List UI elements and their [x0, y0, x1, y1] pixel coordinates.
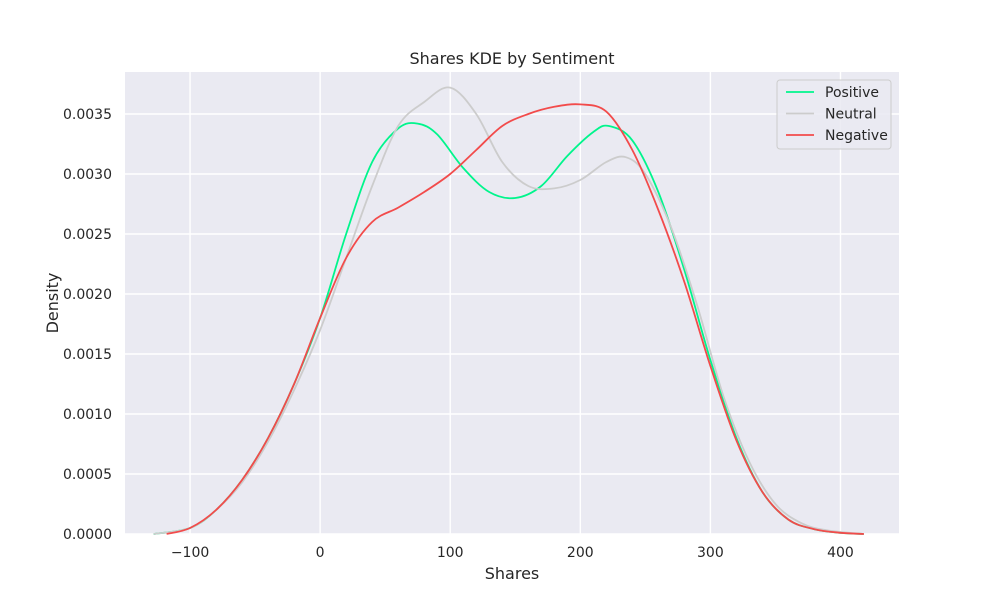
series-line-neutral	[153, 86, 864, 535]
series-lines	[153, 86, 864, 535]
x-tick-labels: −100 0 100 200 300 400	[171, 545, 854, 561]
x-tick-label: −100	[171, 545, 209, 561]
x-tick-label: 300	[697, 545, 724, 561]
y-tick-label: 0.0010	[63, 407, 112, 423]
y-tick-label: 0.0030	[63, 167, 112, 183]
y-tick-labels: 0.0000 0.0005 0.0010 0.0015 0.0020 0.0025 0.00…	[63, 107, 112, 543]
chart-title: Shares KDE by Sentiment	[409, 49, 614, 68]
x-tick-label: 400	[827, 545, 854, 561]
series-line-negative	[166, 103, 864, 535]
y-tick-label: 0.0025	[63, 227, 112, 243]
y-tick-label: 0.0035	[63, 107, 112, 123]
legend-entry-neutral: Neutral	[825, 107, 877, 123]
x-tick-label: 100	[437, 545, 464, 561]
x-tick-label: 0	[316, 545, 325, 561]
y-tick-label: 0.0005	[63, 467, 112, 483]
x-axis-label: Shares	[485, 564, 540, 583]
legend-box	[776, 79, 892, 150]
legend: Positive Neutral Negative	[776, 79, 892, 150]
y-tick-label: 0.0000	[63, 527, 112, 543]
legend-entry-negative: Negative	[825, 128, 888, 144]
y-tick-label: 0.0015	[63, 347, 112, 363]
plot-area	[125, 72, 899, 534]
y-axis-label: Density	[43, 273, 62, 334]
x-tick-label: 200	[567, 545, 594, 561]
legend-entry-positive: Positive	[825, 85, 879, 101]
y-tick-label: 0.0020	[63, 287, 112, 303]
